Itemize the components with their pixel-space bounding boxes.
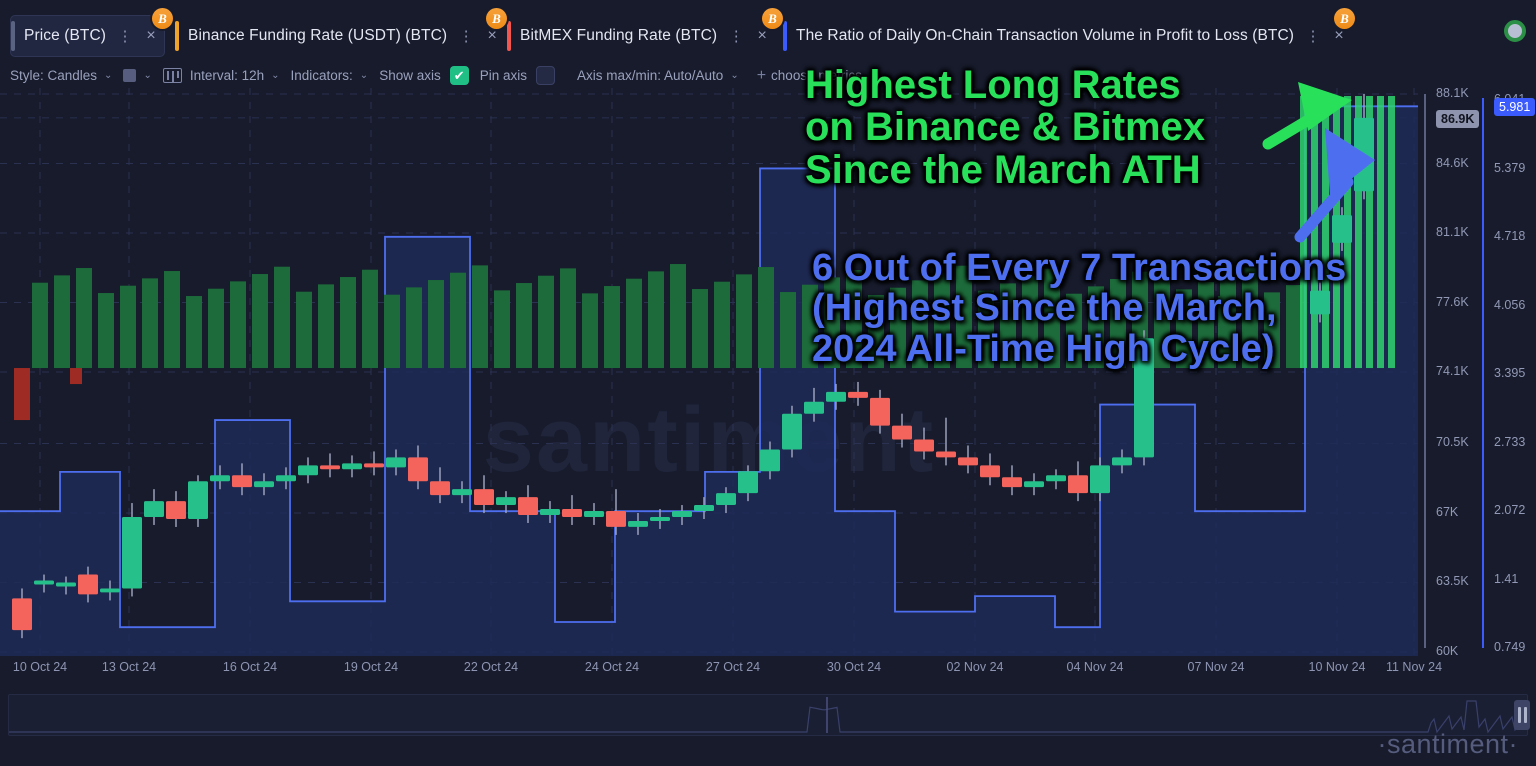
price-tick-highlighted: 86.9K: [1436, 109, 1480, 128]
style-label: Style: Candles: [10, 68, 98, 83]
x-axis-tick: 10 Oct 24: [12, 660, 68, 674]
x-axis-tick: 30 Oct 24: [826, 660, 882, 674]
blue-annotation: 6 Out of Every 7 Transactions (Highest S…: [812, 247, 1347, 370]
bitcoin-icon: B: [486, 8, 507, 29]
pin-axis-label: Pin axis: [479, 68, 527, 83]
bitcoin-icon: B: [1334, 8, 1355, 29]
bitcoin-icon: B: [762, 8, 783, 29]
pin-axis-toggle[interactable]: Pin axis: [480, 60, 555, 91]
minimap-sparkline: [9, 697, 1525, 734]
axis-minmax-selector[interactable]: Axis max/min: Auto/Auto ⌄: [577, 60, 739, 91]
minimap-handle[interactable]: [1514, 700, 1530, 730]
tab-label: Price (BTC): [24, 27, 107, 44]
tab-close-icon[interactable]: ×: [1334, 27, 1344, 44]
chevron-down-icon: ⌄: [271, 70, 280, 81]
x-axis-tick: 02 Nov 24: [946, 660, 1004, 674]
indicators-selector[interactable]: Indicators: ⌄: [291, 60, 369, 91]
plus-icon: +: [756, 66, 767, 84]
price-tick: 60K: [1436, 644, 1459, 658]
x-axis-tick: 11 Nov 24: [1385, 660, 1443, 674]
x-axis: 10 Oct 24 13 Oct 24 16 Oct 24 19 Oct 24 22 O…: [0, 660, 1442, 684]
tab-price-btc[interactable]: Price (BTC) ⋮ ×: [10, 15, 165, 57]
price-tick: 77.6K: [1436, 294, 1469, 309]
x-axis-tick: 22 Oct 24: [463, 660, 519, 674]
x-axis-tick: 16 Oct 24: [222, 660, 278, 674]
ratio-tick: 2.072: [1494, 503, 1526, 517]
x-axis-tick: 13 Oct 24: [101, 660, 157, 674]
tab-menu-icon[interactable]: ⋮: [458, 27, 474, 45]
x-axis-tick: 19 Oct 24: [343, 660, 399, 674]
chevron-down-icon: ⌄: [359, 70, 369, 81]
price-tick: 63.5K: [1436, 574, 1469, 589]
show-axis-label: Show axis: [379, 68, 441, 83]
chart-plot: [0, 88, 1418, 656]
add-metrics-label: choose metrics: [771, 68, 862, 83]
tab-close-icon[interactable]: ×: [757, 27, 767, 44]
tab-close-icon[interactable]: ×: [146, 27, 156, 44]
pin-axis-checkbox[interactable]: [536, 66, 555, 85]
tab-bar: Price (BTC) ⋮ × B Binance Funding Rate (…: [0, 0, 1536, 58]
color-swatch: [123, 69, 137, 82]
price-tick: 88.1K: [1436, 86, 1469, 100]
tab-binance-funding-rate[interactable]: Binance Funding Rate (USDT) (BTC) ⋮ ×: [175, 15, 497, 57]
x-axis-tick: 10 Nov 24: [1308, 660, 1366, 674]
santiment-brand: ·santiment·: [1377, 729, 1518, 759]
online-status-dot: [1504, 20, 1526, 42]
ratio-tick: 2.733: [1494, 434, 1526, 449]
tab-accent-bar: [507, 21, 511, 51]
add-metrics-button[interactable]: + choose metrics: [757, 60, 862, 91]
ratio-tick-highlighted: 5.981: [1494, 98, 1536, 117]
x-axis-tick: 07 Nov 24: [1187, 660, 1245, 674]
price-tick: 67K: [1436, 504, 1459, 519]
chart-toolbar: Style: Candles ⌄ ⌄ Interval: 12h ⌄ Indic…: [0, 60, 1536, 91]
indicators-label: Indicators:: [290, 68, 353, 83]
x-axis-tick: 04 Nov 24: [1066, 660, 1124, 674]
chart-canvas[interactable]: santiment: [0, 88, 1418, 656]
chevron-down-icon: ⌄: [143, 70, 152, 81]
tab-menu-icon[interactable]: ⋮: [117, 27, 133, 45]
ratio-tick: 5.379: [1494, 160, 1526, 175]
price-axis-line: [1424, 94, 1426, 648]
chevron-down-icon: ⌄: [730, 70, 739, 81]
chevron-down-icon: ⌄: [104, 70, 113, 81]
tab-menu-icon[interactable]: ⋮: [1305, 27, 1321, 45]
ratio-tick: 0.749: [1494, 640, 1526, 654]
bitcoin-icon: B: [152, 8, 173, 29]
ratio-tick: 1.41: [1494, 571, 1519, 586]
price-tick: 74.1K: [1436, 364, 1469, 378]
axis-minmax-label: Axis max/min: Auto/Auto: [577, 68, 724, 83]
price-tick: 70.5K: [1436, 435, 1469, 450]
ratio-tick: 3.395: [1494, 366, 1526, 380]
tab-label: BitMEX Funding Rate (BTC): [520, 27, 718, 44]
candlestick-icon: [162, 68, 182, 83]
show-axis-toggle[interactable]: Show axis ✔: [379, 60, 469, 91]
tab-close-icon[interactable]: ×: [487, 27, 497, 44]
show-axis-checkbox[interactable]: ✔: [449, 66, 469, 85]
timeline-minimap[interactable]: [8, 694, 1528, 736]
tab-accent-bar: [175, 21, 179, 51]
tab-label: The Ratio of Daily On-Chain Transaction …: [796, 27, 1295, 44]
ratio-tick: 4.718: [1494, 229, 1526, 243]
color-picker[interactable]: ⌄: [123, 60, 152, 91]
tab-accent-bar: [11, 21, 15, 51]
tab-bitmex-funding-rate[interactable]: BitMEX Funding Rate (BTC) ⋮ ×: [507, 15, 773, 57]
ratio-axis-line: [1482, 98, 1484, 648]
right-axes[interactable]: 88.1K 86.9K 84.6K 81.1K 77.6K 74.1K 70.5K 67K 63…: [1418, 86, 1536, 658]
price-tick: 81.1K: [1436, 225, 1469, 239]
tab-label: Binance Funding Rate (USDT) (BTC): [188, 27, 448, 44]
ratio-tick: 4.056: [1494, 297, 1526, 312]
price-tick: 84.6K: [1436, 155, 1469, 170]
tab-menu-icon[interactable]: ⋮: [728, 27, 744, 45]
interval-selector[interactable]: Interval: 12h ⌄: [162, 60, 280, 91]
tab-profit-loss-ratio[interactable]: The Ratio of Daily On-Chain Transaction …: [783, 15, 1345, 57]
x-axis-tick: 27 Oct 24: [705, 660, 761, 674]
x-axis-tick: 24 Oct 24: [584, 660, 640, 674]
green-annotation: Highest Long Rates on Binance & Bitmex S…: [805, 63, 1206, 192]
style-selector[interactable]: Style: Candles ⌄: [10, 60, 112, 91]
tab-accent-bar: [783, 21, 787, 51]
interval-label: Interval: 12h: [189, 68, 265, 83]
